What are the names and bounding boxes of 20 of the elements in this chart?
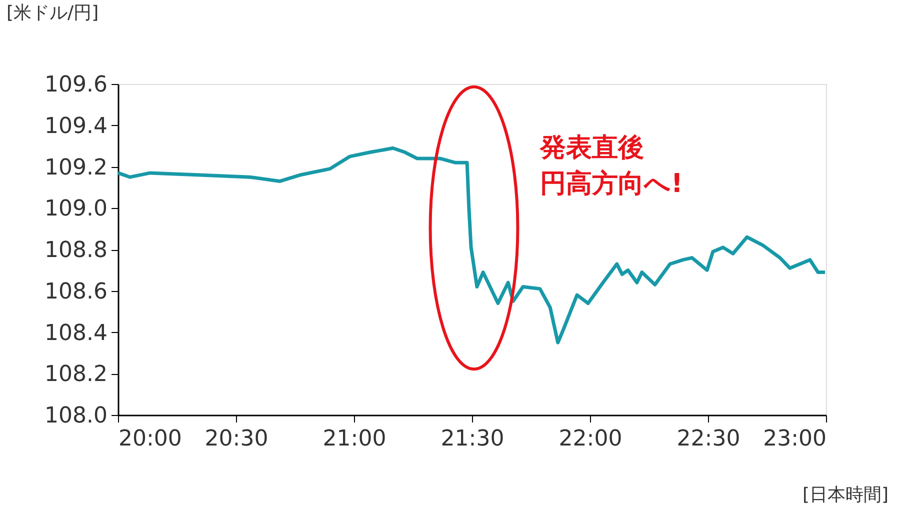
x-tick-label: 21:30 bbox=[440, 426, 504, 452]
annotation: 円高方向へ! bbox=[540, 169, 683, 199]
y-tick-label: 109.4 bbox=[44, 114, 108, 139]
x-tick-label: 22:30 bbox=[676, 426, 740, 452]
y-tick-label: 108.8 bbox=[44, 238, 108, 263]
x-axis-title: [日本時間] bbox=[802, 484, 888, 506]
x-tick-label: 21:00 bbox=[322, 426, 386, 452]
y-tick-label: 108.0 bbox=[44, 404, 108, 428]
x-tick-label: 20:00 bbox=[118, 426, 182, 452]
annotation: 発表直後 bbox=[539, 133, 644, 163]
y-tick-label: 108.6 bbox=[44, 279, 108, 304]
y-axis-title: [米ドル/円] bbox=[6, 2, 99, 24]
y-tick-label: 109.2 bbox=[44, 155, 108, 180]
y-tick-label: 108.4 bbox=[44, 320, 108, 346]
x-tick-label: 22:00 bbox=[558, 426, 622, 452]
x-tick-label: 20:30 bbox=[204, 426, 268, 452]
y-tick-label: 109.6 bbox=[44, 72, 108, 98]
y-tick-label: 108.2 bbox=[44, 362, 108, 388]
y-tick-label: 109.0 bbox=[44, 196, 108, 222]
x-tick-label: 23:00 bbox=[763, 426, 826, 452]
